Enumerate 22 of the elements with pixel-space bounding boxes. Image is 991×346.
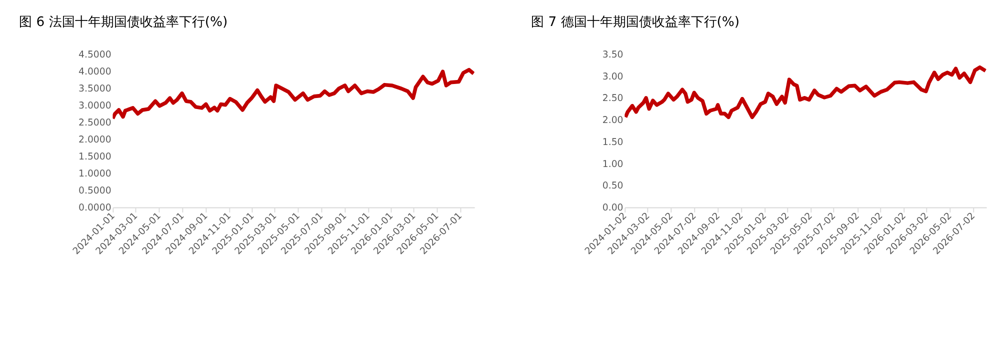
y-tick-label: 3.5000 [78, 84, 112, 94]
y-tick-label: 3.0000 [78, 100, 112, 112]
line-series [112, 68, 474, 120]
y-tick-label: 2.50 [602, 93, 624, 104]
y-tick-label: 4.0000 [78, 66, 112, 78]
line-series [624, 65, 986, 120]
chart-title: 图 7 德国十年期国债收益率下行(%) [531, 14, 740, 30]
y-tick-label: 0.50 [602, 180, 624, 192]
y-tick-label: 2.00 [602, 115, 624, 126]
y-tick-label: 0.0000 [78, 202, 112, 214]
y-tick-label: 1.0000 [78, 168, 112, 180]
y-tick-label: 1.00 [602, 158, 624, 170]
y-tick-label: 3.00 [602, 71, 624, 82]
y-tick-label: 0.00 [602, 202, 624, 214]
y-tick-label: 3.50 [602, 49, 624, 60]
chart-title: 图 6 法国十年期国债收益率下行(%) [19, 14, 228, 30]
y-tick-label: 1.5000 [78, 152, 112, 163]
y-tick-label: 1.50 [602, 136, 624, 148]
y-tick-label: 0.5000 [78, 186, 112, 197]
y-tick-label: 2.0000 [78, 134, 112, 146]
y-tick-label: 2.5000 [78, 118, 112, 129]
y-tick-label: 4.5000 [78, 49, 112, 60]
